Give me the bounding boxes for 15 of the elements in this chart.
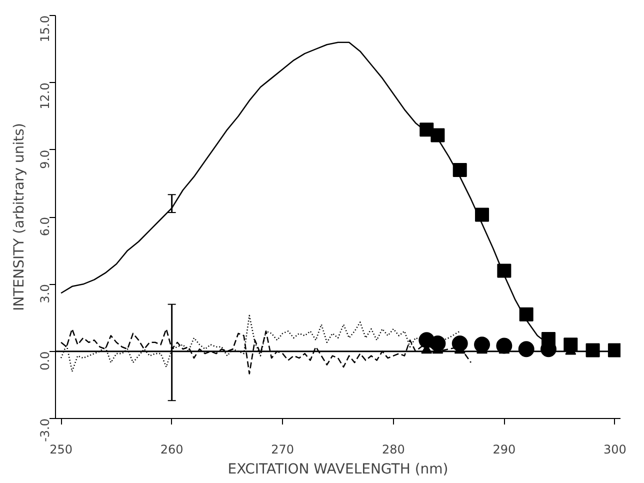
x-tick-label: 300 xyxy=(604,442,626,456)
y-tick-label: 0.0 xyxy=(38,351,52,370)
y-tick-label: 9.0 xyxy=(38,150,52,169)
y-tick-label: 6.0 xyxy=(38,216,52,236)
x-tick-label: 260 xyxy=(160,442,184,456)
y-tick-label: -3.0 xyxy=(38,418,52,442)
x-tick-label: 280 xyxy=(382,442,405,456)
x-tick-label: 250 xyxy=(50,442,72,456)
y-tick-label: 3.0 xyxy=(38,284,52,304)
x-tick-label: 290 xyxy=(492,442,516,456)
x-tick-label: 270 xyxy=(271,442,294,456)
x-axis-title: EXCITATION WAVELENGTH (nm) xyxy=(228,462,448,478)
y-axis-title: INTENSITY (arbitrary units) xyxy=(12,123,28,311)
y-tick-label: 12.0 xyxy=(38,82,52,110)
y-tick-label: 15.0 xyxy=(38,16,52,42)
